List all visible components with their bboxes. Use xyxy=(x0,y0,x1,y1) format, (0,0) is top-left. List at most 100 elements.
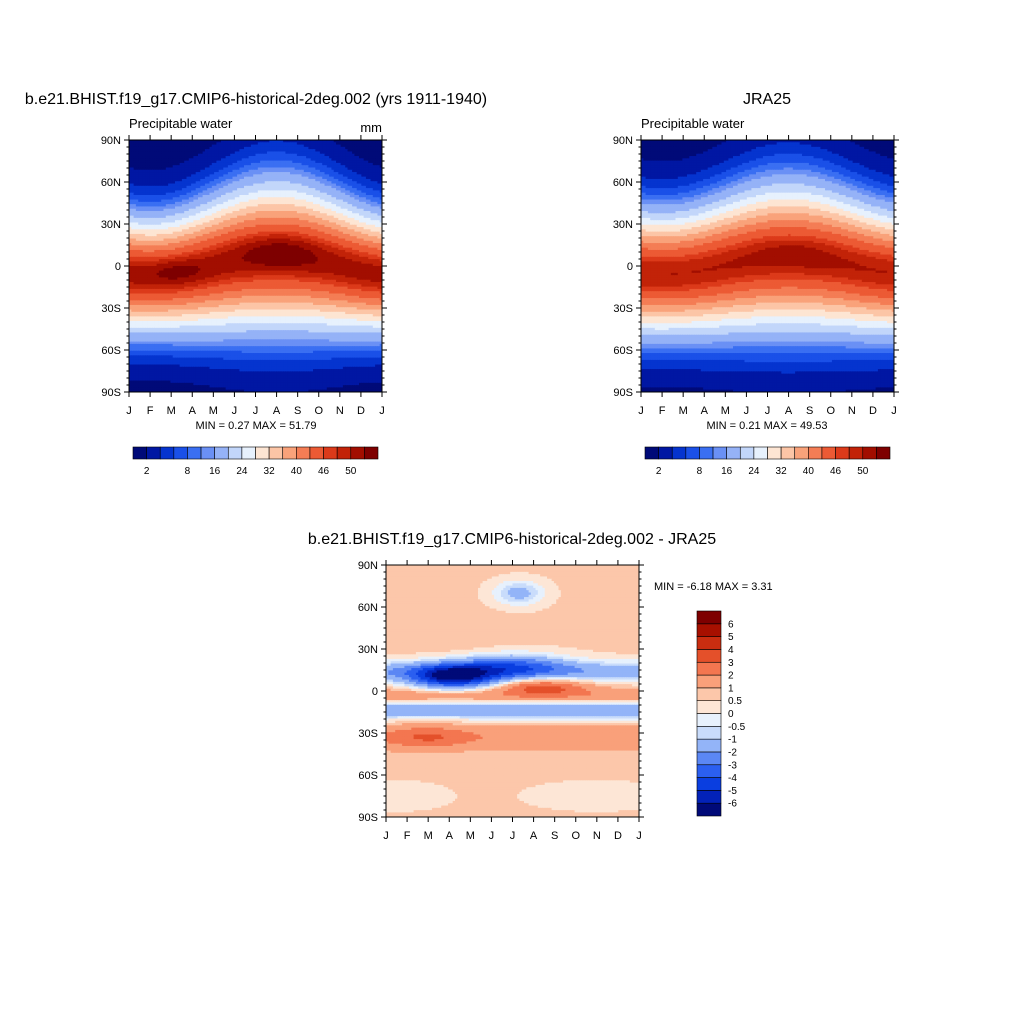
heatmap-cell xyxy=(322,151,326,155)
heatmap-cell xyxy=(225,151,229,155)
heatmap-cell xyxy=(244,151,247,155)
heatmap-cell xyxy=(372,160,376,164)
heatmap-cell xyxy=(191,199,194,203)
heatmap-cell xyxy=(267,185,270,189)
heatmap-cell xyxy=(356,178,360,182)
heatmap-cell xyxy=(377,199,381,203)
heatmap-cell xyxy=(133,199,137,203)
heatmap-cell xyxy=(202,149,206,153)
heatmap-cell xyxy=(359,151,362,155)
heatmap-cell xyxy=(241,151,245,155)
heatmap-cell xyxy=(248,172,252,175)
heatmap-cell xyxy=(225,146,229,150)
heatmap-cell xyxy=(202,169,206,173)
heatmap-cell xyxy=(129,156,132,159)
heatmap-cell xyxy=(147,144,151,148)
heatmap-cell xyxy=(170,169,174,173)
heatmap-cell xyxy=(170,158,174,162)
heatmap-cell xyxy=(338,158,342,162)
heatmap-cell xyxy=(301,151,305,155)
heatmap-cell xyxy=(195,169,199,173)
heatmap-cell xyxy=(149,142,153,146)
heatmap-cell xyxy=(303,190,307,194)
heatmap-cell xyxy=(135,158,139,162)
heatmap-cell xyxy=(276,162,280,166)
heatmap-cell xyxy=(271,151,275,155)
heatmap-cell xyxy=(264,167,268,171)
heatmap-cell xyxy=(165,142,169,146)
heatmap-cell xyxy=(211,169,215,173)
heatmap-cell xyxy=(145,144,148,148)
heatmap-cell xyxy=(260,174,263,178)
heatmap-cell xyxy=(292,192,296,196)
heatmap-cell xyxy=(324,153,328,157)
heatmap-cell xyxy=(211,197,215,201)
heatmap-cell xyxy=(172,199,176,203)
heatmap-cell xyxy=(336,158,339,162)
heatmap-cell xyxy=(250,151,254,155)
heatmap-cell xyxy=(338,153,342,157)
heatmap-cell xyxy=(181,172,185,175)
heatmap-cell xyxy=(195,153,199,157)
heatmap-cell xyxy=(290,172,293,175)
heatmap-cell xyxy=(145,169,148,173)
heatmap-cell xyxy=(253,192,257,196)
heatmap-cell xyxy=(221,183,224,187)
heatmap-cell xyxy=(359,162,362,166)
heatmap-cell xyxy=(156,144,160,148)
heatmap-cell xyxy=(255,176,259,180)
heatmap-cell xyxy=(296,194,300,198)
heatmap-cell xyxy=(204,140,208,143)
heatmap-cell xyxy=(264,169,268,173)
heatmap-cell xyxy=(211,167,215,171)
heatmap-cell xyxy=(246,151,250,155)
heatmap-cell xyxy=(379,146,382,150)
heatmap-cell xyxy=(292,146,296,150)
heatmap-cell xyxy=(140,140,144,143)
heatmap-cell xyxy=(368,144,372,148)
heatmap-cell xyxy=(345,178,349,182)
heatmap-cell xyxy=(310,140,314,143)
heatmap-cell xyxy=(145,194,148,198)
heatmap-cell xyxy=(202,188,206,191)
heatmap-cell xyxy=(248,142,252,146)
heatmap-cell xyxy=(234,192,238,196)
heatmap-cell xyxy=(290,199,293,203)
heatmap-cell xyxy=(248,153,252,157)
heatmap-cell xyxy=(264,192,268,196)
heatmap-cell xyxy=(154,142,158,146)
heatmap-cell xyxy=(168,158,171,162)
heatmap-cell xyxy=(333,192,337,196)
heatmap-cell xyxy=(329,158,332,162)
heatmap-cell xyxy=(324,151,328,155)
heatmap-cell xyxy=(177,160,181,164)
heatmap-cell xyxy=(340,174,344,178)
heatmap-cell xyxy=(271,190,275,194)
heatmap-cell xyxy=(138,192,142,196)
heatmap-cell xyxy=(372,192,376,196)
heatmap-cell xyxy=(135,140,139,143)
heatmap-cell xyxy=(294,174,298,178)
heatmap-cell xyxy=(356,165,360,169)
heatmap-cell xyxy=(322,190,326,194)
heatmap-cell xyxy=(172,176,176,180)
heatmap-cell xyxy=(198,160,201,164)
heatmap-cell xyxy=(234,162,238,166)
heatmap-cell xyxy=(241,162,245,166)
heatmap-cell xyxy=(216,140,220,143)
heatmap-cell xyxy=(175,169,178,173)
heatmap-cell xyxy=(133,162,137,166)
heatmap-cell xyxy=(273,153,277,157)
heatmap-cell xyxy=(216,194,220,198)
heatmap-cell xyxy=(301,185,305,189)
heatmap-cell xyxy=(375,174,378,178)
heatmap-cell xyxy=(342,140,346,143)
heatmap-cell xyxy=(142,153,146,157)
heatmap-cell xyxy=(308,199,312,203)
heatmap-cell xyxy=(202,197,206,201)
heatmap-cell xyxy=(290,162,293,166)
heatmap-cell xyxy=(221,169,224,173)
heatmap-cell xyxy=(170,144,174,148)
heatmap-cell xyxy=(149,197,153,201)
heatmap-cell xyxy=(181,188,185,191)
